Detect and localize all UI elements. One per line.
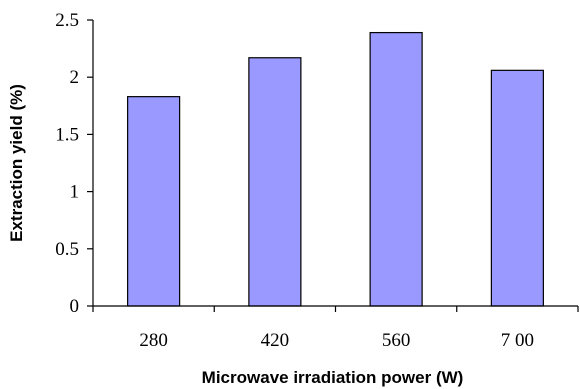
y-ticks-group: 0 0.5 1 1.5 2 2.5: [55, 10, 93, 317]
y-tick-label: 1: [70, 182, 80, 203]
x-tick-label: 280: [139, 330, 168, 351]
x-tick-label: 560: [382, 330, 411, 351]
y-tick-label: 2.5: [55, 10, 79, 31]
x-ticks-group: 280 420 560 7 00: [92, 306, 579, 351]
y-tick-label: 2: [70, 67, 80, 88]
y-tick-label: 0.5: [55, 239, 79, 260]
x-tick-label: 420: [261, 330, 290, 351]
y-tick-label: 1.5: [55, 124, 79, 145]
y-tick-label: 0: [70, 296, 80, 317]
x-tick-label: 7 00: [501, 330, 534, 351]
x-axis-label: Microwave irradiation power (W): [202, 368, 464, 387]
bar-280: [127, 96, 181, 307]
y-axis-label: Extraction yield (%): [7, 84, 26, 242]
bar-420: [248, 57, 302, 307]
bar-700: [490, 69, 544, 307]
bar-560: [369, 31, 423, 307]
bars-group: [127, 31, 544, 307]
